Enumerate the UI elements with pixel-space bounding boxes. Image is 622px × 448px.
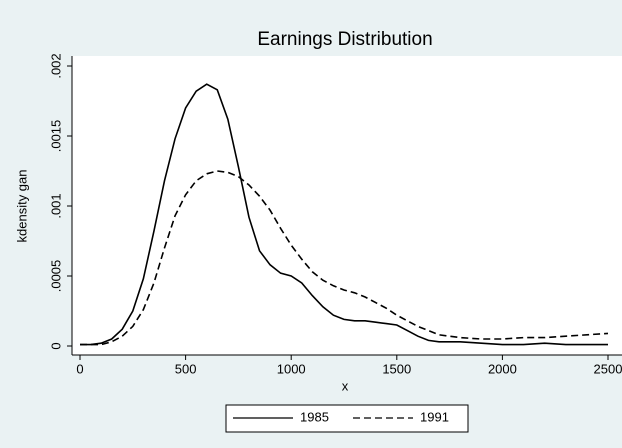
x-tick-label: 2000: [488, 361, 517, 376]
legend-label: 1985: [300, 409, 329, 424]
x-tick-label: 0: [76, 361, 83, 376]
plot-area: [72, 56, 622, 355]
y-tick-label: .001: [48, 193, 63, 218]
x-tick-label: 1500: [382, 361, 411, 376]
line-series: [80, 83, 608, 346]
x-axis-label: x: [342, 378, 349, 393]
y-tick-label: .0015: [48, 120, 63, 153]
legend-label: 1991: [420, 409, 449, 424]
chart-title: Earnings Distribution: [257, 29, 432, 50]
y-tick-label: .002: [48, 53, 63, 78]
x-tick-label: 1000: [277, 361, 306, 376]
x-tick-label: 2500: [594, 361, 622, 376]
line-series: [80, 170, 609, 346]
y-tick-label: 0: [48, 342, 63, 349]
y-axis-label: kdensity gan: [14, 170, 29, 243]
y-tick-label: .0005: [48, 260, 63, 293]
x-tick-label: 500: [175, 361, 197, 376]
